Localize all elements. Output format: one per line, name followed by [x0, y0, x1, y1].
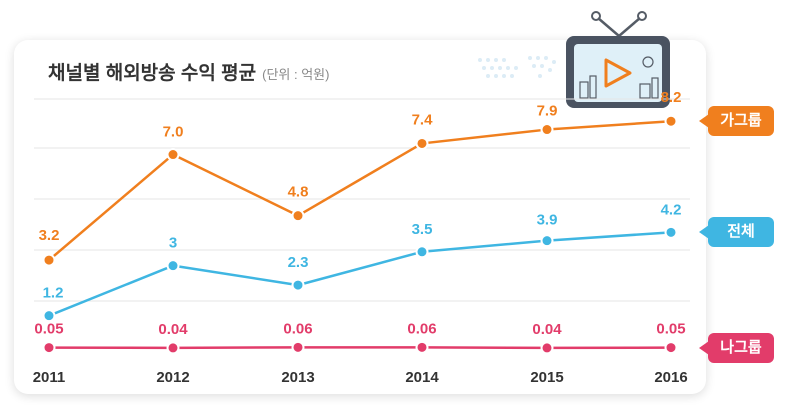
data-point	[540, 123, 554, 137]
data-label: 0.06	[283, 320, 312, 337]
data-point	[664, 114, 678, 128]
chart-unit: (단위 : 억원)	[262, 67, 330, 82]
data-label: 0.05	[34, 321, 63, 338]
series-line	[48, 119, 672, 262]
data-label: 4.8	[288, 184, 309, 201]
data-label: 7.4	[412, 111, 434, 128]
data-label: 3.5	[412, 221, 433, 238]
data-point	[664, 341, 678, 355]
data-label: 3.2	[39, 227, 60, 244]
series-line	[48, 346, 672, 350]
data-label: 7.0	[163, 124, 184, 141]
data-point	[42, 341, 56, 355]
x-tick-label: 2016	[654, 369, 687, 386]
data-point	[166, 148, 180, 162]
data-label: 1.2	[43, 285, 64, 302]
data-point	[166, 259, 180, 273]
data-label: 0.06	[407, 320, 436, 337]
chart-title-block: 채널별 해외방송 수익 평균 (단위 : 억원)	[48, 58, 329, 85]
data-point	[291, 209, 305, 223]
chart-title: 채널별 해외방송 수익 평균	[48, 63, 257, 84]
series-tag-group-a: 가그룹	[699, 106, 774, 137]
x-tick-label: 2015	[530, 369, 563, 386]
x-tick-label: 2012	[156, 369, 189, 386]
data-point	[166, 341, 180, 355]
data-label: 8.2	[661, 89, 682, 106]
data-point	[291, 340, 305, 354]
data-point	[42, 309, 56, 323]
data-label: 3	[169, 235, 177, 252]
data-point	[415, 136, 429, 150]
data-label: 0.04	[158, 321, 188, 338]
series-tag-group-b: 나그룹	[699, 332, 774, 363]
data-point	[415, 340, 429, 354]
series-tag-total: 전체	[699, 217, 774, 248]
series-line	[48, 231, 672, 317]
data-point	[42, 253, 56, 267]
data-point	[664, 225, 678, 239]
data-label: 4.2	[661, 201, 682, 218]
x-tick-label: 2013	[281, 369, 314, 386]
data-label: 0.05	[656, 321, 685, 338]
x-tick-label: 2011	[33, 369, 66, 386]
data-point	[415, 245, 429, 259]
x-tick-label: 2014	[405, 369, 439, 386]
data-label: 7.9	[537, 103, 558, 120]
data-point	[291, 278, 305, 292]
data-label: 3.9	[537, 212, 558, 229]
data-point	[540, 234, 554, 248]
data-point	[540, 341, 554, 355]
data-label: 2.3	[288, 254, 309, 271]
data-label: 0.04	[532, 321, 562, 338]
